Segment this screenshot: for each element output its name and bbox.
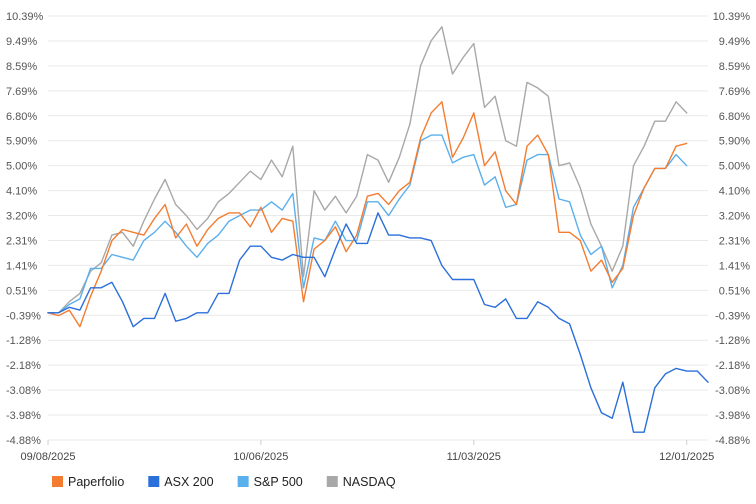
y-tick-label-right: 1.41%: [719, 260, 750, 272]
y-tick-label-right: -3.98%: [715, 410, 750, 422]
y-tick-label-left: -4.88%: [6, 435, 41, 447]
legend-item-paperfolio[interactable]: Paperfolio: [52, 475, 124, 489]
y-tick-label-left: -1.28%: [6, 335, 41, 347]
y-tick-label-right: -4.88%: [715, 435, 750, 447]
x-tick-label: 11/03/2025: [447, 451, 501, 463]
y-tick-label-left: -3.08%: [6, 385, 41, 397]
y-tick-label-left: 8.59%: [6, 61, 37, 73]
y-tick-label-left: -3.98%: [6, 410, 41, 422]
x-tick-label: 12/01/2025: [659, 451, 714, 463]
y-tick-label-left: 6.80%: [6, 111, 37, 123]
y-axis-left: 10.39% 9.49% 8.59% 7.69% 6.80% 5.90% 5.00% 4.10…: [6, 11, 44, 447]
y-tick-label-left: 10.39%: [6, 11, 44, 23]
legend-swatch: [237, 476, 249, 487]
x-axis: 09/08/2025 10/06/2025 11/03/2025 12/01/2025: [20, 440, 714, 463]
y-tick-label-right: 6.80%: [719, 111, 750, 123]
y-tick-label-left: 1.41%: [6, 260, 37, 272]
legend-label: ASX 200: [164, 475, 213, 489]
y-tick-label-right: 7.69%: [719, 86, 750, 98]
grid: [48, 15, 708, 441]
legend-label: S&P 500: [254, 475, 303, 489]
y-tick-label-right: -3.08%: [715, 385, 750, 397]
series-line-asx-200: [47, 212, 709, 433]
y-tick-label-right: -1.28%: [715, 335, 750, 347]
legend-label: Paperfolio: [68, 475, 124, 489]
y-axis-right: 10.39% 9.49% 8.59% 7.69% 6.80% 5.90% 5.00% 4.10…: [713, 11, 751, 447]
y-tick-label-left: 2.31%: [6, 235, 37, 247]
y-tick-label-left: 4.10%: [6, 186, 37, 198]
y-tick-label-right: -0.39%: [715, 310, 750, 322]
legend-item-asx-200[interactable]: ASX 200: [148, 475, 214, 489]
x-tick-label: 10/06/2025: [233, 451, 288, 463]
y-tick-label-left: 7.69%: [6, 86, 37, 98]
legend[interactable]: Paperfolio ASX 200 S&P 500 NASDAQ: [52, 475, 396, 489]
y-tick-label-right: 5.00%: [719, 161, 750, 173]
series-line-paperfolio: [47, 101, 688, 328]
y-tick-label-left: 0.51%: [6, 285, 37, 297]
y-tick-label-left: -0.39%: [6, 310, 41, 322]
legend-swatch: [148, 476, 160, 487]
y-tick-label-right: -2.18%: [715, 360, 750, 372]
y-tick-label-left: 3.20%: [6, 211, 37, 223]
y-tick-label-right: 2.31%: [719, 235, 750, 247]
y-tick-label-left: -2.18%: [6, 360, 41, 372]
legend-label: NASDAQ: [343, 475, 396, 489]
y-tick-label-left: 5.00%: [6, 161, 37, 173]
legend-swatch: [52, 476, 63, 487]
series: [47, 26, 709, 433]
legend-item-nasdaq[interactable]: NASDAQ: [326, 475, 396, 489]
x-tick-label: 09/08/2025: [20, 451, 75, 463]
y-tick-label-right: 0.51%: [719, 285, 750, 297]
y-tick-label-left: 9.49%: [6, 36, 37, 48]
legend-item-s-p-500[interactable]: S&P 500: [237, 475, 303, 489]
series-line-s-p-500: [47, 134, 688, 314]
legend-swatch: [326, 476, 338, 487]
y-tick-label-right: 9.49%: [719, 36, 750, 48]
y-tick-label-right: 4.10%: [719, 186, 750, 198]
y-tick-label-right: 5.90%: [719, 136, 750, 148]
y-tick-label-right: 8.59%: [719, 61, 750, 73]
series-line-nasdaq: [47, 26, 688, 314]
y-tick-label-left: 5.90%: [6, 136, 37, 148]
y-tick-label-right: 3.20%: [719, 211, 750, 223]
y-tick-label-right: 10.39%: [713, 11, 751, 23]
